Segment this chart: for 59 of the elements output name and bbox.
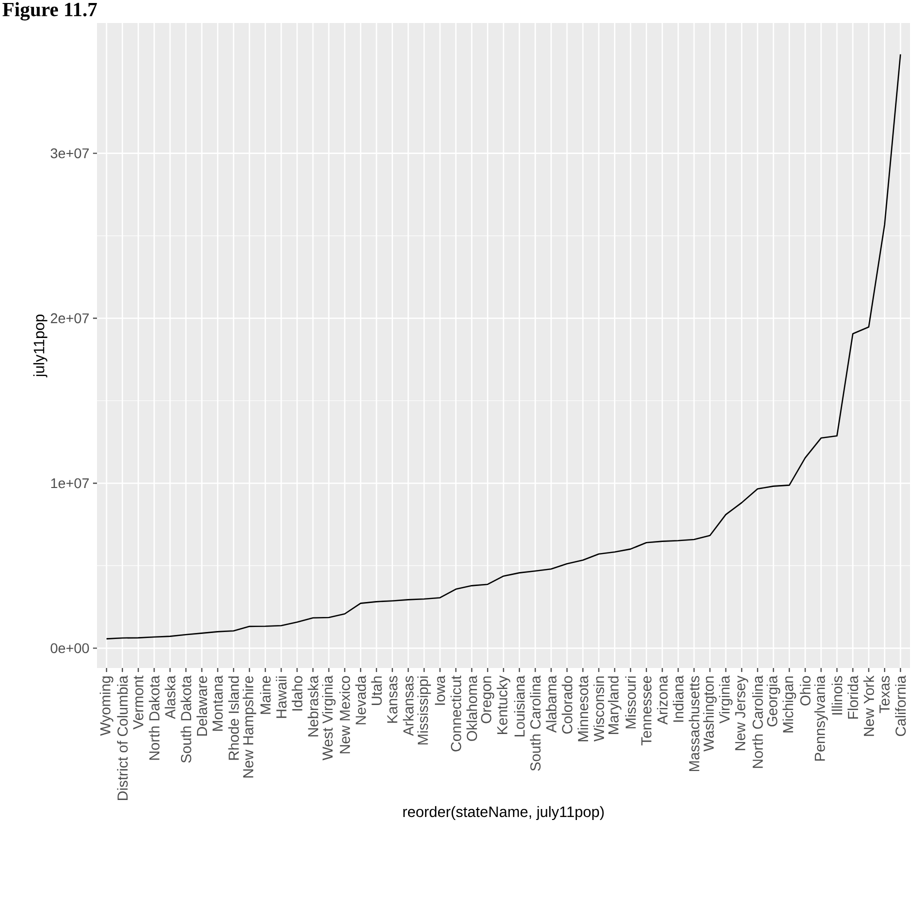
x-tick-label: North Carolina bbox=[752, 676, 763, 768]
x-tick-label: Pennsylvania bbox=[814, 676, 828, 761]
x-tick-label: Kentucky bbox=[496, 676, 510, 734]
x-tick-label: South Dakota bbox=[180, 676, 192, 763]
x-tick-label: Nebraska bbox=[308, 676, 318, 736]
x-tick-label: Oklahoma bbox=[466, 676, 478, 741]
x-tick-label: Delaware bbox=[196, 676, 208, 736]
x-tick-label: Minnesota bbox=[578, 676, 588, 742]
x-tick-label: Iowa bbox=[434, 676, 446, 705]
x-tick-label: Louisiana bbox=[514, 676, 525, 736]
x-tick-label: New Mexico bbox=[339, 676, 350, 754]
x-tick-label: Ohio bbox=[800, 676, 811, 706]
x-tick-label: Connecticut bbox=[450, 676, 462, 752]
x-tick-label: Alabama bbox=[546, 676, 556, 733]
x-tick-label: Wyoming bbox=[100, 676, 114, 736]
x-tick-label: New York bbox=[863, 675, 874, 736]
x-tick-label: Virginia bbox=[719, 676, 733, 724]
x-tick-label: Indiana bbox=[672, 676, 684, 722]
x-tick-label: North Dakota bbox=[148, 676, 160, 760]
x-tick-label: Maine bbox=[260, 676, 271, 714]
x-tick-label: Georgia bbox=[766, 676, 780, 726]
x-tick-label: California bbox=[895, 676, 906, 736]
y-tick-label: 2e+07 bbox=[50, 313, 89, 324]
x-tick-label: Washington bbox=[703, 676, 717, 752]
x-tick-label: Kansas bbox=[387, 676, 398, 723]
x-axis-title: reorder(stateName, july11pop) bbox=[403, 806, 604, 820]
x-tick-label: Oregon bbox=[481, 676, 494, 724]
line-series bbox=[106, 54, 902, 640]
x-tick-label: Alaska bbox=[164, 676, 176, 720]
y-tick-label: 1e+07 bbox=[51, 478, 89, 488]
y-tick-label: 0e+00 bbox=[50, 643, 89, 654]
x-tick-label: New Jersey bbox=[735, 676, 748, 750]
x-tick-label: Tennessee bbox=[641, 676, 652, 746]
x-tick-label: Mississippi bbox=[417, 676, 431, 744]
x-tick-label: Maryland bbox=[608, 676, 622, 734]
x-tick-label: Utah bbox=[371, 676, 382, 706]
x-tick-label: New Hampshire bbox=[242, 676, 256, 778]
x-tick-label: Illinois bbox=[832, 676, 842, 714]
x-tick-label: Massachusetts bbox=[688, 676, 700, 772]
x-tick-label: Colorado bbox=[562, 676, 572, 734]
x-tick-label: Florida bbox=[848, 676, 858, 719]
x-tick-label: Montana bbox=[212, 676, 223, 731]
x-tick-label: Missouri bbox=[625, 676, 636, 728]
x-tick-label: Arizona bbox=[656, 676, 668, 725]
y-tick-label: 3e+07 bbox=[50, 148, 89, 158]
y-axis-title: july11pop bbox=[33, 314, 48, 378]
x-tick-label: Arkansas bbox=[402, 676, 414, 736]
x-tick-label: District of Columbia bbox=[117, 676, 128, 800]
x-tick-label: Texas bbox=[880, 676, 890, 714]
x-tick-label: Hawaii bbox=[276, 676, 287, 718]
x-tick-label: South Carolina bbox=[530, 676, 541, 771]
x-tick-label: Nevada bbox=[355, 676, 366, 724]
x-tick-label: West Virginia bbox=[322, 676, 336, 760]
x-tick-label: Idaho bbox=[292, 676, 302, 710]
x-tick-label: Wisconsin bbox=[593, 676, 604, 742]
x-tick-label: Rhode Island bbox=[228, 676, 239, 760]
chart-title: Figure 11.7 bbox=[2, 2, 97, 20]
x-tick-label: Vermont bbox=[133, 676, 144, 730]
x-tick-label: Michigan bbox=[782, 676, 796, 732]
